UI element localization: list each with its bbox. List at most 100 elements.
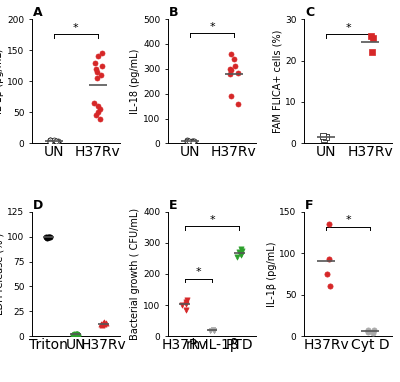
- Point: [183, 299, 189, 305]
- Point: [97, 106, 103, 112]
- Y-axis label: Bacterial growth ( CFU/mL): Bacterial growth ( CFU/mL): [130, 208, 140, 340]
- Point: [93, 66, 100, 72]
- Point: [179, 302, 185, 308]
- Point: [365, 329, 371, 335]
- Point: [74, 331, 80, 337]
- Point: [187, 139, 193, 145]
- Point: [326, 221, 332, 227]
- Point: [184, 297, 190, 303]
- Point: [99, 50, 105, 57]
- Point: [232, 63, 238, 70]
- Text: E: E: [169, 199, 177, 212]
- Point: [211, 328, 217, 334]
- Text: *: *: [196, 267, 201, 277]
- Point: [321, 136, 328, 142]
- Point: [326, 256, 332, 262]
- Point: [51, 137, 58, 143]
- Point: [44, 235, 50, 241]
- Point: [237, 252, 244, 258]
- Point: [323, 134, 329, 140]
- Point: [92, 60, 98, 66]
- Text: C: C: [305, 6, 314, 19]
- Point: [98, 72, 104, 78]
- Point: [95, 109, 101, 115]
- Point: [234, 70, 241, 76]
- Point: [45, 234, 51, 240]
- Point: [98, 63, 105, 69]
- Point: [228, 51, 234, 57]
- Point: [191, 139, 197, 145]
- Point: [190, 139, 196, 145]
- Point: [49, 139, 55, 145]
- Point: [101, 320, 108, 327]
- Text: *: *: [345, 215, 351, 225]
- Text: *: *: [209, 21, 215, 32]
- Point: [234, 254, 240, 260]
- Point: [239, 248, 245, 254]
- Point: [210, 329, 217, 335]
- Point: [47, 138, 53, 144]
- Point: [93, 112, 100, 118]
- Point: [52, 138, 58, 144]
- Point: [53, 138, 59, 144]
- Point: [320, 133, 326, 139]
- Y-axis label: FAM FLICA+ cells (%): FAM FLICA+ cells (%): [272, 29, 282, 133]
- Point: [182, 307, 189, 313]
- Point: [100, 320, 106, 326]
- Point: [54, 138, 61, 144]
- Point: [43, 234, 50, 240]
- Point: [231, 56, 237, 62]
- Point: [184, 138, 191, 144]
- Point: [190, 139, 196, 145]
- Text: *: *: [345, 23, 351, 33]
- Point: [46, 137, 53, 143]
- Point: [188, 138, 195, 144]
- Point: [238, 246, 244, 252]
- Point: [227, 71, 233, 77]
- Point: [53, 139, 59, 145]
- Point: [52, 139, 58, 145]
- Point: [211, 327, 218, 333]
- Point: [46, 234, 52, 240]
- Point: [191, 138, 197, 144]
- Point: [54, 139, 60, 145]
- Point: [228, 67, 234, 73]
- Point: [97, 115, 104, 121]
- Point: [323, 271, 330, 277]
- Point: [70, 331, 77, 337]
- Point: [327, 283, 334, 290]
- Point: [369, 49, 375, 55]
- Point: [100, 319, 107, 325]
- Point: [227, 66, 233, 72]
- Text: *: *: [73, 23, 79, 33]
- Point: [238, 251, 245, 257]
- Point: [98, 321, 105, 327]
- Y-axis label: LDH release (% ): LDH release (% ): [0, 233, 4, 315]
- Text: D: D: [32, 199, 43, 212]
- Point: [54, 139, 61, 145]
- Y-axis label: IL-1β (pg/mL): IL-1β (pg/mL): [0, 49, 4, 114]
- Point: [94, 75, 100, 81]
- Point: [47, 234, 53, 240]
- Point: [190, 138, 196, 144]
- Point: [95, 53, 101, 60]
- Point: [236, 249, 242, 255]
- Text: A: A: [33, 6, 42, 19]
- Point: [368, 32, 374, 39]
- Point: [371, 327, 377, 333]
- Point: [207, 327, 213, 333]
- Point: [75, 332, 81, 338]
- Point: [369, 35, 376, 41]
- Point: [70, 332, 76, 338]
- Point: [184, 138, 190, 144]
- Point: [47, 139, 53, 145]
- Point: [74, 330, 80, 337]
- Y-axis label: IL-18 (pg/mL): IL-18 (pg/mL): [130, 49, 140, 114]
- Point: [369, 330, 376, 336]
- Point: [90, 100, 97, 106]
- Point: [94, 69, 100, 75]
- Point: [72, 331, 79, 337]
- Point: [95, 103, 102, 109]
- Y-axis label: IL-1β (pg/mL): IL-1β (pg/mL): [266, 241, 276, 307]
- Point: [184, 138, 190, 144]
